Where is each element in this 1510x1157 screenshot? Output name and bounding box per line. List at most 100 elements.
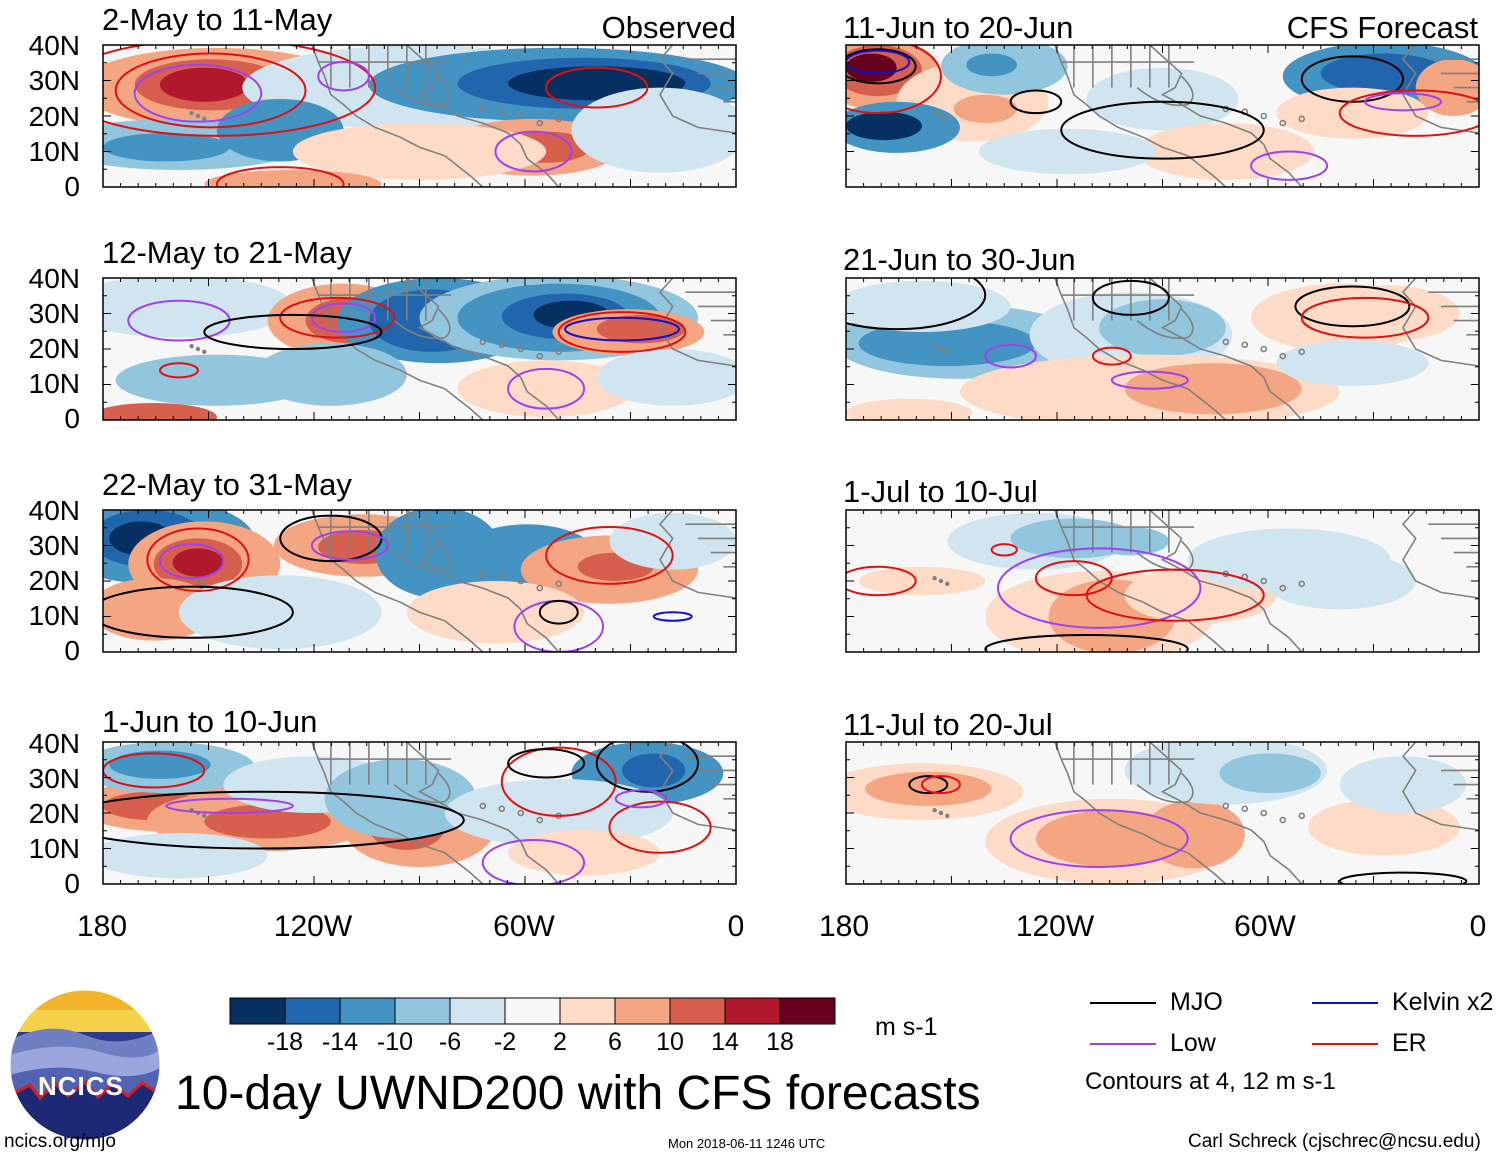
- colorbar-label: 6: [608, 1028, 622, 1056]
- contour-line: [545, 66, 649, 109]
- panel-title-fcst-3: 1-Jul to 10-Jul: [843, 474, 1038, 509]
- contour-line: [846, 48, 917, 85]
- shaded-region: [1276, 340, 1429, 386]
- wave-contours: [127, 296, 687, 410]
- lon-label: 0: [1469, 910, 1487, 943]
- colorbar-swatch: [339, 997, 396, 1025]
- panel-title-fcst-1: 11-Jun to 20-Jun: [843, 10, 1074, 45]
- contour-line: [538, 599, 579, 625]
- map-panel: [102, 741, 737, 885]
- panel-title-obs-3: 22-May to 31-May: [102, 467, 352, 502]
- wind-anomaly-shading: [103, 278, 736, 420]
- contour-line: [1300, 296, 1430, 339]
- colorbar-swatch: [394, 997, 451, 1025]
- contour-line: [1364, 92, 1443, 112]
- shaded-region: [103, 278, 293, 338]
- shaded-region: [966, 53, 1017, 77]
- wave-contours: [103, 45, 649, 187]
- contour-line: [215, 166, 345, 187]
- shaded-region: [178, 575, 382, 650]
- lat-label: 30N: [28, 65, 80, 96]
- lat-label: 10N: [28, 136, 80, 167]
- colorbar-label: -14: [321, 1028, 359, 1056]
- shaded-region: [254, 343, 407, 406]
- shaded-region: [1308, 285, 1461, 342]
- contour-line: [846, 565, 917, 597]
- wave-contours: [908, 775, 1468, 884]
- contour-line: [103, 45, 377, 137]
- shaded-region: [864, 771, 992, 806]
- shaded-region: [1143, 800, 1245, 869]
- legend-label-low: Low: [1170, 1029, 1216, 1057]
- lat-label: 10N: [28, 833, 80, 864]
- contour-line: [908, 775, 949, 795]
- axis-ticks: [845, 741, 1480, 885]
- colorbar-swatch: [504, 997, 561, 1025]
- shaded-region: [858, 566, 986, 596]
- contour-line: [920, 775, 961, 795]
- wind-anomaly-shading: [103, 45, 736, 187]
- lat-label: 20N: [28, 333, 80, 364]
- colorbar-label: -6: [438, 1028, 462, 1056]
- wave-contours: [103, 514, 693, 652]
- contour-line: [1338, 89, 1479, 137]
- coastline: [189, 45, 736, 187]
- coastline: [932, 510, 1479, 652]
- shaded-region: [103, 133, 230, 162]
- shaded-region: [571, 87, 736, 173]
- map-panel: [102, 44, 737, 188]
- contour-line: [507, 367, 586, 410]
- colorbar: [229, 997, 836, 1025]
- lon-label: 60W: [493, 910, 555, 943]
- contour-line: [1085, 568, 1265, 622]
- lat-label: 20N: [28, 798, 80, 829]
- contour-line: [165, 797, 294, 815]
- colorbar-swatch: [229, 997, 286, 1025]
- contour-line: [990, 543, 1018, 557]
- shaded-region: [508, 830, 661, 876]
- legend-label-er: ER: [1392, 1029, 1427, 1057]
- lon-label: 120W: [1015, 910, 1095, 943]
- lat-label: 0: [64, 868, 80, 899]
- figure-title: 10-day UWND200 with CFS forecasts: [175, 1067, 981, 1120]
- contour-line: [1294, 285, 1411, 328]
- contour-line: [1009, 809, 1189, 868]
- map-panel: [845, 741, 1480, 885]
- site-link[interactable]: ncics.org/mjo: [4, 1131, 116, 1152]
- map-panel: [845, 509, 1480, 653]
- contour-line: [608, 800, 712, 854]
- lon-label: 180: [818, 910, 870, 943]
- lat-label: 30N: [28, 763, 80, 794]
- contour-line: [1091, 279, 1170, 316]
- shaded-region: [596, 349, 736, 406]
- wave-contours: [846, 278, 1430, 390]
- contour-line: [133, 63, 263, 123]
- contour-line: [996, 547, 1202, 629]
- contour-line: [494, 130, 573, 173]
- lat-label: 20N: [28, 101, 80, 132]
- wind-anomaly-shading: [103, 742, 724, 879]
- coastline: [932, 278, 1479, 420]
- colorbar-swatch: [724, 997, 781, 1025]
- lat-label: 40N: [28, 263, 80, 294]
- colorbar-label: 2: [553, 1028, 567, 1056]
- wave-contours: [846, 543, 1265, 652]
- axis-ticks: [102, 277, 737, 421]
- colorbar-label: 18: [766, 1028, 794, 1056]
- shaded-region: [1086, 67, 1239, 131]
- colorbar-label: -2: [493, 1028, 517, 1056]
- colorbar-swatch: [559, 997, 616, 1025]
- contour-line: [1338, 871, 1468, 884]
- shaded-region: [1219, 753, 1321, 794]
- observed-label: Observed: [601, 10, 736, 45]
- shaded-region: [1187, 528, 1391, 591]
- contour-line: [846, 278, 987, 331]
- contour-line: [564, 316, 681, 342]
- contour-line: [1091, 346, 1132, 366]
- axis-ticks: [845, 509, 1480, 653]
- lat-label: 10N: [28, 368, 80, 399]
- coastline: [932, 742, 1479, 884]
- contour-line: [1060, 100, 1265, 160]
- shaded-region: [457, 360, 635, 418]
- shaded-region: [292, 123, 547, 180]
